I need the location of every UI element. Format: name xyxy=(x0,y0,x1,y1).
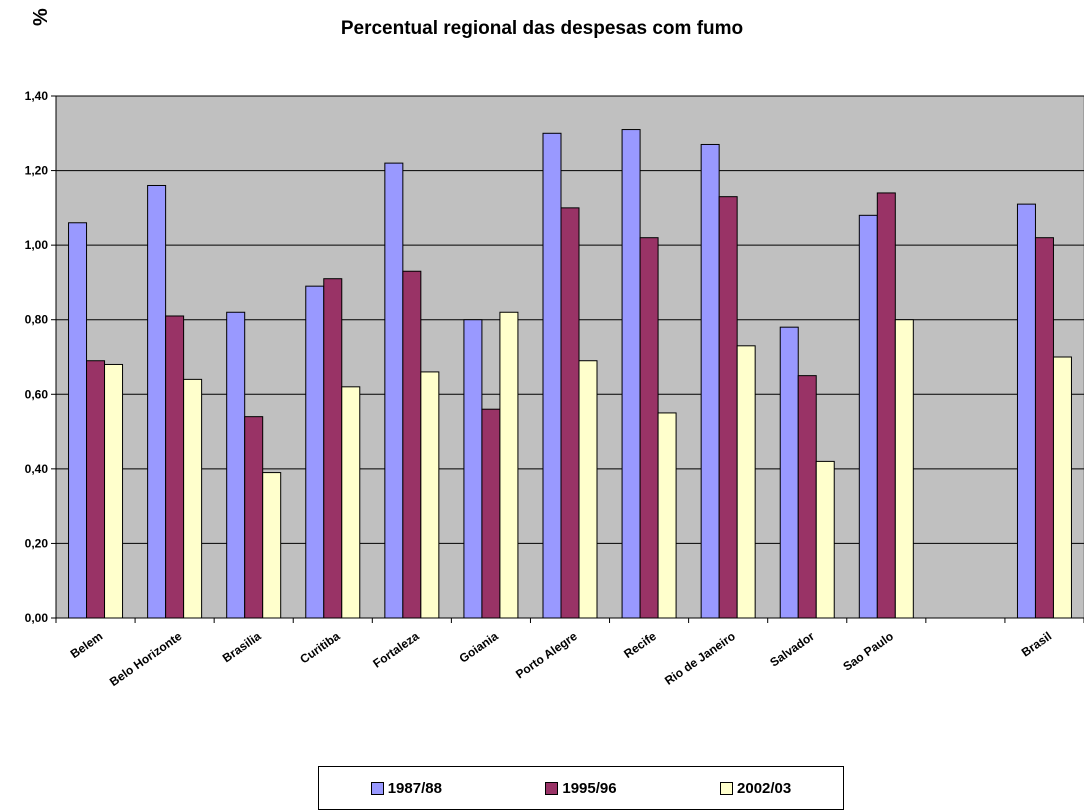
y-tick-label: 1,40 xyxy=(25,89,49,103)
bar xyxy=(779,326,799,619)
y-tick-label: 0,00 xyxy=(25,611,49,625)
legend-swatch xyxy=(370,781,384,795)
x-tick-label: Brasil xyxy=(1019,629,1054,660)
x-tick-label: Sao Paulo xyxy=(840,629,896,674)
bar xyxy=(481,408,501,619)
chart-plot: 0,00 0,20 0,40 0,60 0,80 1,00 1,20 1,40 Belem Bel… xyxy=(25,89,1084,689)
y-tick-label: 0,20 xyxy=(25,536,49,550)
x-tick-label: Goiania xyxy=(457,629,501,666)
x-tick-label: Brasilia xyxy=(220,629,264,666)
bar xyxy=(621,129,641,619)
bar xyxy=(305,285,325,619)
bar xyxy=(578,360,598,619)
bar xyxy=(499,311,519,619)
bar xyxy=(68,222,88,619)
bar xyxy=(736,345,756,619)
x-tick-label: Belo Horizonte xyxy=(107,629,185,689)
bar xyxy=(420,371,440,619)
legend-item: 2002/03 xyxy=(720,780,791,797)
y-tick-label: 1,00 xyxy=(25,238,49,252)
legend-label: 1987/88 xyxy=(387,779,442,797)
bar xyxy=(147,184,167,619)
bar xyxy=(700,143,720,619)
bar xyxy=(815,460,835,619)
bar xyxy=(463,319,483,619)
bar xyxy=(384,162,404,619)
legend-swatch xyxy=(720,781,734,795)
x-tick-label: Recife xyxy=(621,629,659,661)
bar xyxy=(858,214,878,619)
y-tick-label: 0,40 xyxy=(25,462,49,476)
bar xyxy=(876,192,896,619)
bar xyxy=(1034,237,1054,619)
bar xyxy=(244,416,264,619)
bar xyxy=(323,278,343,619)
y-tick-label: 0,60 xyxy=(25,387,49,401)
bar xyxy=(542,132,562,619)
chart-title: Percentual regional das despesas com fum… xyxy=(340,18,744,39)
bar xyxy=(1016,203,1036,619)
legend-item: 1995/96 xyxy=(545,779,617,797)
bar xyxy=(894,319,914,619)
bar xyxy=(718,196,738,619)
chart-legend: 1987/88 1995/96 2002/03 xyxy=(318,766,844,810)
x-tick-label: Curitiba xyxy=(297,629,342,667)
x-tick-label: Salvador xyxy=(767,629,817,670)
bar xyxy=(560,207,580,619)
x-tick-label: Porto Alegre xyxy=(513,629,580,682)
bar xyxy=(657,412,677,619)
x-tick-label: Belem xyxy=(68,629,106,661)
legend-item: 1987/88 xyxy=(370,779,442,797)
bar xyxy=(1052,356,1072,619)
bar xyxy=(341,386,361,619)
legend-label: 1995/96 xyxy=(562,779,617,797)
legend-swatch xyxy=(545,781,559,795)
bar xyxy=(165,315,185,619)
bar xyxy=(86,360,106,619)
bar xyxy=(262,472,282,619)
y-tick-label: 0,80 xyxy=(25,313,49,327)
y-tick-label: 1,20 xyxy=(25,164,49,178)
bar xyxy=(226,311,246,619)
bar xyxy=(797,375,817,619)
bar xyxy=(183,378,203,619)
x-tick-label: Rio de Janeiro xyxy=(662,629,738,688)
bar xyxy=(104,363,124,619)
x-tick-label: Fortaleza xyxy=(370,629,421,671)
legend-label: 2002/03 xyxy=(737,779,792,797)
bar xyxy=(402,270,422,619)
bar xyxy=(639,237,659,619)
